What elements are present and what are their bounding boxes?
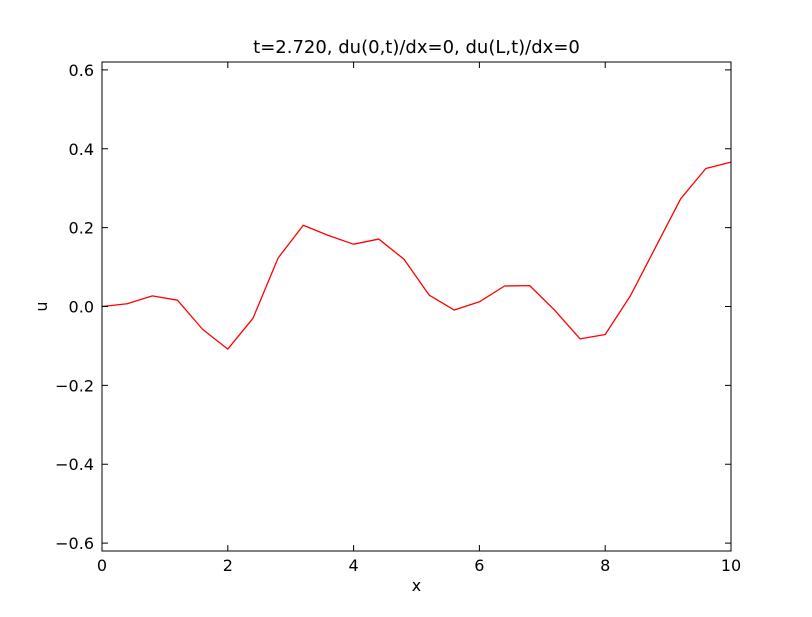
x-tick-label: 10	[721, 556, 741, 575]
series-layer	[101, 161, 732, 350]
ticks-layer: 0 2 4 6 8 10 −0.6 −0.4 −0.2 0.0 0.2 0.4 0.6	[55, 61, 741, 575]
y-tick-label: 0.2	[69, 219, 94, 238]
x-axis-label: x	[412, 576, 421, 595]
y-tick-label: −0.2	[55, 376, 94, 395]
series-line	[101, 161, 732, 350]
plot-area	[102, 62, 731, 551]
x-tick-label: 8	[600, 556, 610, 575]
y-tick-label: −0.4	[55, 455, 94, 474]
x-tick-label: 6	[474, 556, 484, 575]
y-tick-label: 0.6	[69, 61, 94, 80]
plot-frame	[101, 61, 732, 552]
x-tick-label: 4	[349, 556, 359, 575]
chart-title: t=2.720, du(0,t)/dx=0, du(L,t)/dx=0	[253, 37, 580, 58]
y-tick-label: 0.0	[69, 298, 94, 317]
y-axis-label: u	[32, 301, 51, 311]
y-tick-label: 0.4	[69, 140, 94, 159]
x-tick-label: 2	[223, 556, 233, 575]
x-tick-label: 0	[97, 556, 107, 575]
y-tick-label: −0.6	[55, 534, 94, 553]
